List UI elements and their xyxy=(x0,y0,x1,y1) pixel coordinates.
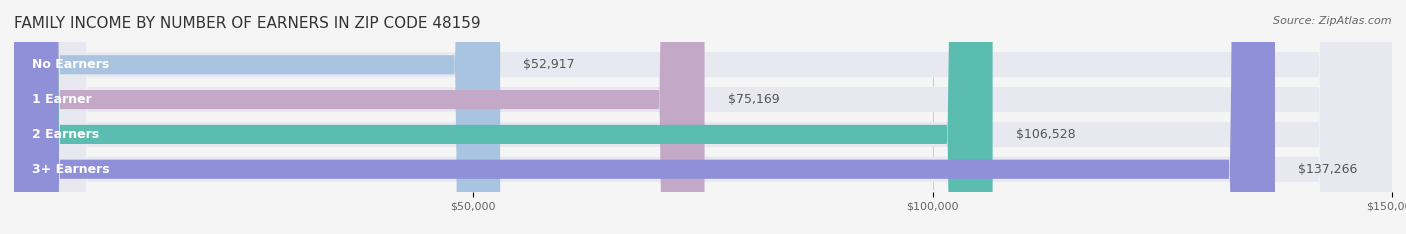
Text: 2 Earners: 2 Earners xyxy=(32,128,100,141)
FancyBboxPatch shape xyxy=(14,0,1392,234)
Text: $106,528: $106,528 xyxy=(1015,128,1076,141)
Text: No Earners: No Earners xyxy=(32,58,110,71)
Text: $52,917: $52,917 xyxy=(523,58,575,71)
FancyBboxPatch shape xyxy=(14,0,501,234)
Text: $137,266: $137,266 xyxy=(1298,163,1357,176)
FancyBboxPatch shape xyxy=(14,0,993,234)
FancyBboxPatch shape xyxy=(14,0,1275,234)
FancyBboxPatch shape xyxy=(14,0,1392,234)
FancyBboxPatch shape xyxy=(14,0,1392,234)
Text: $75,169: $75,169 xyxy=(727,93,779,106)
Text: 1 Earner: 1 Earner xyxy=(32,93,93,106)
FancyBboxPatch shape xyxy=(14,0,704,234)
Text: FAMILY INCOME BY NUMBER OF EARNERS IN ZIP CODE 48159: FAMILY INCOME BY NUMBER OF EARNERS IN ZI… xyxy=(14,16,481,31)
FancyBboxPatch shape xyxy=(14,0,1392,234)
Text: Source: ZipAtlas.com: Source: ZipAtlas.com xyxy=(1274,16,1392,26)
Text: 3+ Earners: 3+ Earners xyxy=(32,163,110,176)
